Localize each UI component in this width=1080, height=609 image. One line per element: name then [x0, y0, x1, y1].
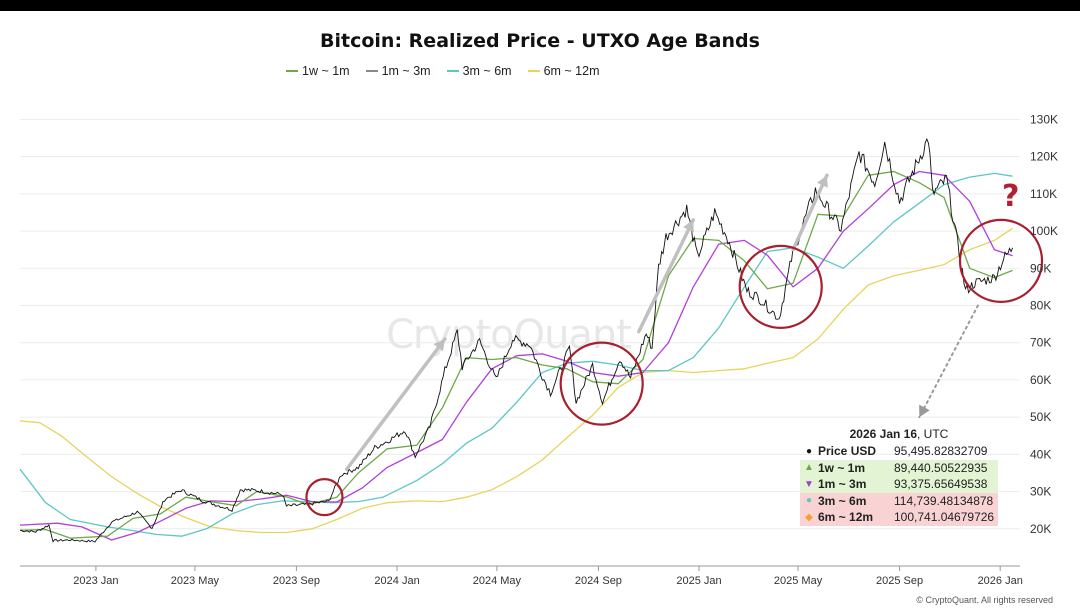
y-tick-label: 100K — [1030, 224, 1058, 238]
y-tick-label: 40K — [1030, 447, 1051, 461]
bullet-icon: ● — [805, 445, 813, 457]
x-tick-label: 2025 Sep — [876, 575, 923, 587]
y-tick-label: 110K — [1030, 187, 1057, 201]
legend-swatch — [527, 70, 540, 72]
tooltip-value: 114,739.48134878 — [894, 493, 994, 508]
tooltip-row-1w-1m: ▲ 1w ~ 1m 89,440.50522935 — [800, 459, 998, 476]
tooltip-value: 93,375.65649538 — [894, 477, 988, 492]
legend-swatch — [446, 70, 459, 72]
legend-item-6m-12m[interactable]: 6m ~ 12m — [527, 64, 600, 78]
annotation-circle — [559, 341, 644, 426]
arrow-shaft — [918, 304, 979, 419]
top-black-bar — [0, 0, 1080, 11]
annotation-circle — [958, 218, 1044, 303]
y-tick-label: 90K — [1030, 261, 1051, 275]
legend-swatch — [365, 70, 378, 72]
legend-label: 1w ~ 1m — [302, 64, 350, 78]
x-tick-label: 2025 May — [774, 575, 823, 587]
x-tick-label: 2023 May — [171, 575, 220, 587]
tooltip-value: 100,741.04679726 — [894, 510, 995, 525]
x-tick-label: 2023 Sep — [273, 575, 320, 587]
chart-title: Bitcoin: Realized Price - UTXO Age Bands — [320, 30, 760, 52]
chart-legend: 1w ~ 1m 1m ~ 3m 3m ~ 6m 6m ~ 12m — [286, 64, 600, 78]
diamond-icon: ◆ — [805, 511, 813, 523]
grid-lines — [20, 118, 1020, 530]
tooltip-date: 2026 Jan 16, UTC — [800, 427, 998, 441]
y-tick-label: 30K — [1030, 485, 1051, 499]
chart-tooltip: 2026 Jan 16, UTC ● Price USD 95,495.8283… — [800, 427, 998, 526]
series-line-6m-12m — [19, 227, 1013, 534]
tooltip-value: 89,440.50522935 — [894, 460, 988, 475]
arrow-head-icon — [433, 339, 445, 352]
triangle-up-icon: ▲ — [804, 462, 814, 474]
tooltip-value: 95,495.82832709 — [894, 444, 988, 459]
legend-item-1w-1m[interactable]: 1w ~ 1m — [286, 64, 350, 78]
legend-item-3m-6m[interactable]: 3m ~ 6m — [446, 64, 512, 78]
y-tick-label: 20K — [1030, 522, 1051, 536]
question-mark: ? — [1002, 179, 1019, 214]
axes-layer: 20K 30K 40K 50K 60K 70K 80K 90K 100K 110K 120K 130K… — [20, 112, 1058, 587]
series-line-price — [20, 137, 1014, 543]
legend-label: 3m ~ 6m — [462, 64, 512, 78]
arrow-head-icon — [683, 219, 694, 233]
arrow-shaft — [344, 337, 447, 471]
y-tick-label: 130K — [1030, 112, 1058, 126]
series-layer — [19, 137, 1014, 543]
series-line-1m-3m — [19, 170, 1013, 541]
arrow-head-icon — [919, 404, 930, 418]
x-tick-label: 2025 Jan — [676, 575, 721, 587]
arrow-head-icon — [816, 175, 828, 188]
x-tick-label: 2023 Jan — [73, 575, 118, 587]
tooltip-label: 1m ~ 3m — [818, 477, 867, 492]
triangle-down-icon: ▼ — [804, 478, 814, 490]
tooltip-label: 6m ~ 12m — [818, 510, 874, 525]
arrow-shaft — [637, 218, 696, 334]
x-tick-label: 2026 Jan — [978, 575, 1023, 587]
x-tick-label: 2024 Sep — [575, 575, 622, 587]
annotation-circle — [738, 244, 823, 330]
tooltip-label: 1w ~ 1m — [818, 460, 866, 475]
arrow-shaft — [791, 173, 829, 252]
legend-label: 6m ~ 12m — [543, 64, 600, 78]
legend-swatch — [286, 70, 298, 72]
y-tick-label: 120K — [1030, 150, 1058, 164]
circle-icon: ● — [805, 495, 813, 507]
tooltip-row-1m-3m: ▼ 1m ~ 3m 93,375.65649538 — [800, 476, 998, 493]
tooltip-date-value: 2026 Jan 16 — [849, 427, 918, 441]
tooltip-label: 3m ~ 6m — [818, 493, 867, 508]
tooltip-row-price: ● Price USD 95,495.82832709 — [800, 443, 998, 460]
legend-item-1m-3m[interactable]: 1m ~ 3m — [365, 64, 431, 78]
legend-label: 1m ~ 3m — [381, 64, 431, 78]
y-tick-label: 50K — [1030, 410, 1051, 424]
copyright-text: © CryptoQuant. All rights reserved — [916, 595, 1053, 605]
annotation-circle — [305, 478, 344, 517]
y-tick-label: 60K — [1030, 373, 1051, 387]
y-tick-label: 70K — [1030, 336, 1051, 350]
x-tick-label: 2024 May — [473, 575, 522, 587]
tooltip-tz: , UTC — [917, 427, 949, 441]
tooltip-row-6m-12m: ◆ 6m ~ 12m 100,741.04679726 — [800, 509, 998, 526]
tooltip-row-3m-6m: ● 3m ~ 6m 114,739.48134878 — [800, 492, 998, 509]
y-tick-label: 80K — [1030, 299, 1051, 313]
series-line-1w-1m — [19, 170, 1013, 539]
annotation-layer: ? — [305, 173, 1044, 517]
series-line-3m-6m — [19, 172, 1013, 537]
tooltip-label: Price USD — [818, 444, 877, 459]
x-tick-label: 2024 Jan — [374, 575, 419, 587]
